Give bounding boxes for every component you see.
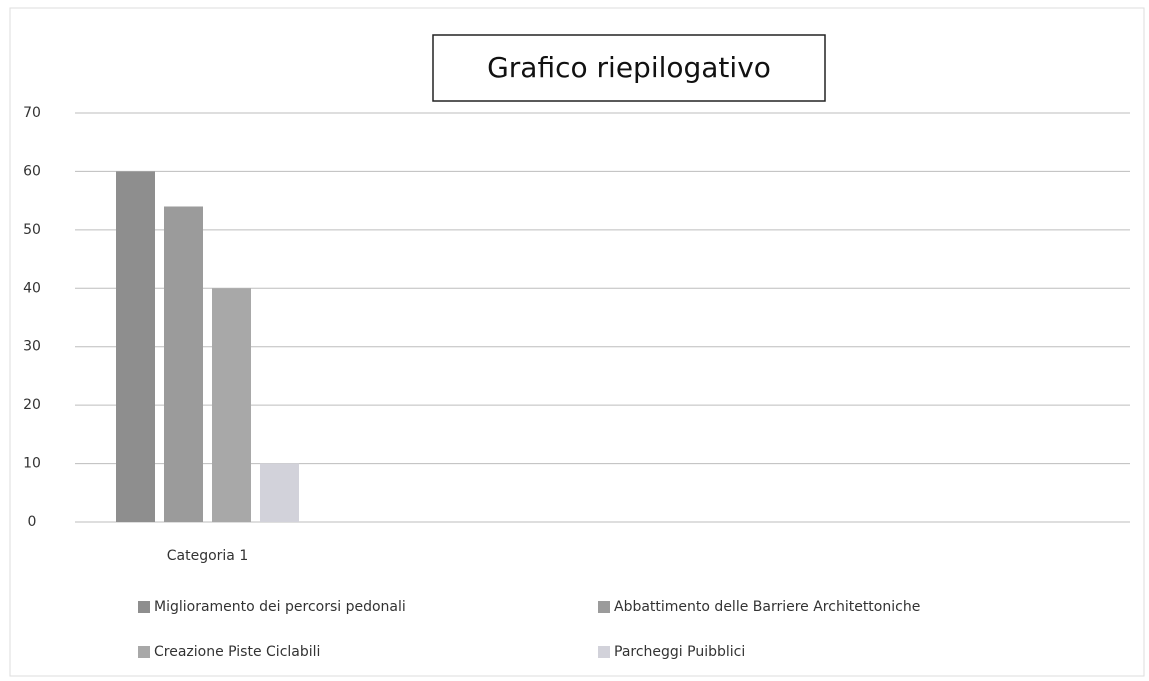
legend-label: Creazione Piste Ciclabili (154, 644, 320, 660)
bar (212, 288, 251, 522)
title-box (432, 34, 826, 102)
x-tick-label: Categoria 1 (167, 548, 249, 564)
legend-swatch (138, 646, 150, 658)
legend-label: Parcheggi Puibblici (614, 644, 745, 660)
y-tick-label: 40 (23, 280, 41, 296)
legend-swatch (138, 601, 150, 613)
y-tick-label: 0 (28, 514, 37, 530)
legend-swatch (598, 646, 610, 658)
legend-label: Miglioramento dei percorsi pedonali (154, 599, 406, 615)
y-tick-label: 30 (23, 339, 41, 355)
y-tick-label: 10 (23, 456, 41, 472)
bar (116, 171, 155, 522)
chart-frame (9, 7, 1145, 677)
y-tick-label: 60 (23, 163, 41, 179)
chart-title: Grafico riepilogativo (487, 51, 771, 84)
legend-label: Abbattimento delle Barriere Architettoni… (614, 599, 920, 615)
legend-swatch (598, 601, 610, 613)
y-tick-label: 50 (23, 222, 41, 238)
bar (164, 206, 203, 522)
y-tick-label: 70 (23, 105, 41, 121)
bar (260, 463, 299, 522)
y-tick-label: 20 (23, 397, 41, 413)
